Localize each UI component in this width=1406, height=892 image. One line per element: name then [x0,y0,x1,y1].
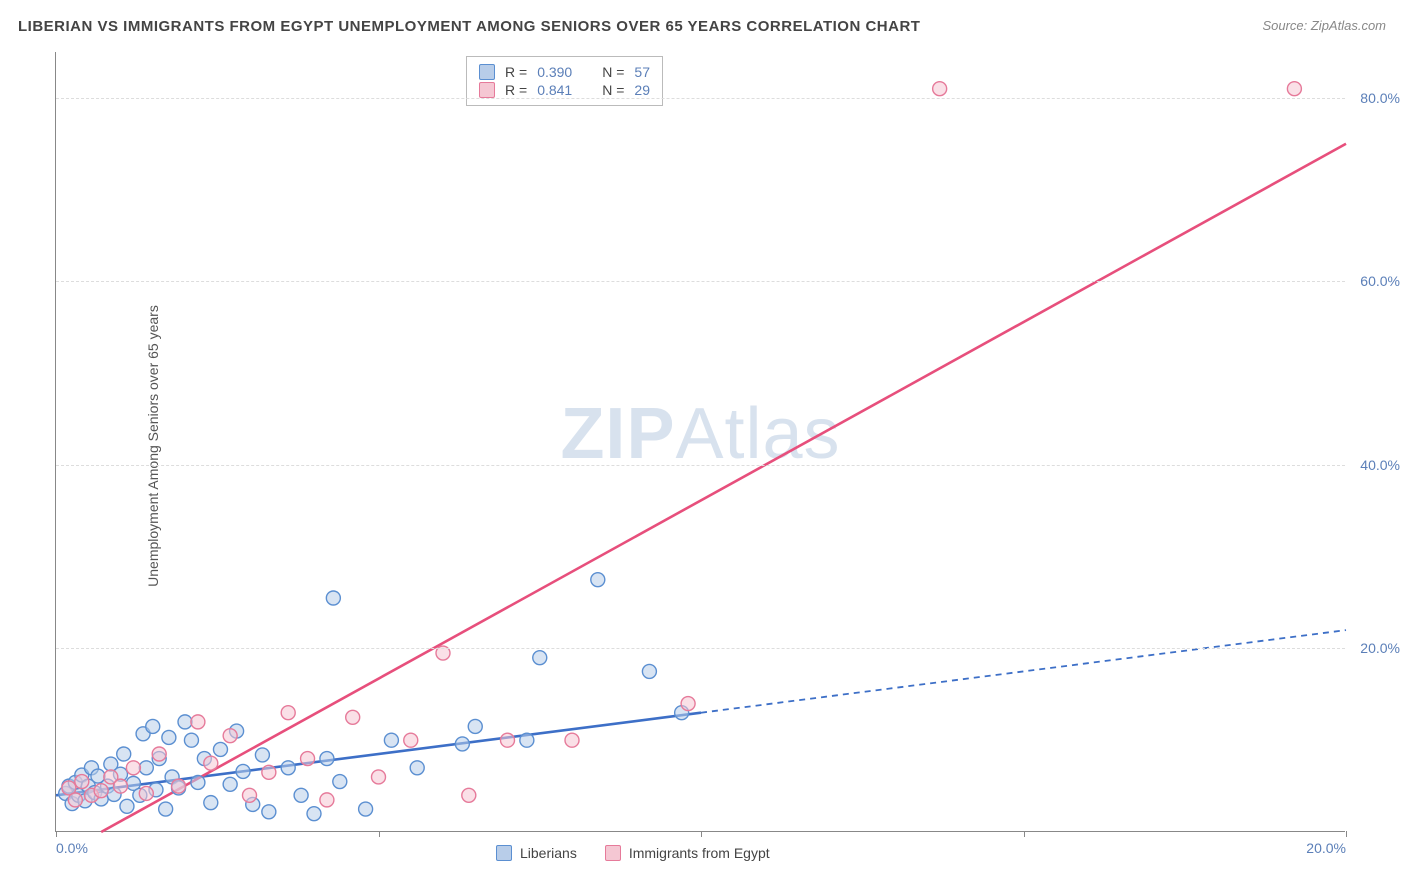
legend-swatch [479,82,495,98]
data-point [933,82,947,96]
y-tick-label: 20.0% [1360,640,1400,656]
trend-line-extrapolated [701,630,1346,713]
data-point [236,764,250,778]
data-point [301,752,315,766]
data-point [320,793,334,807]
legend-label: Immigrants from Egypt [629,845,770,861]
x-tick-mark [701,831,702,837]
data-point [281,761,295,775]
data-point [152,747,166,761]
data-point [223,777,237,791]
data-point [346,710,360,724]
source-attribution: Source: ZipAtlas.com [1262,18,1386,33]
data-point [94,784,108,798]
legend-item: Immigrants from Egypt [605,845,770,861]
n-label: N = [602,64,624,80]
legend-item: Liberians [496,845,577,861]
data-point [159,802,173,816]
data-point [255,748,269,762]
gridline-horizontal [56,648,1345,649]
data-point [533,651,547,665]
y-tick-label: 60.0% [1360,273,1400,289]
data-point [184,733,198,747]
r-value: 0.390 [537,64,572,80]
r-label: R = [505,64,527,80]
data-point [146,719,160,733]
data-point [1287,82,1301,96]
data-point [172,779,186,793]
data-point [139,786,153,800]
r-label: R = [505,82,527,98]
legend-swatch [479,64,495,80]
data-point [281,706,295,720]
data-point [117,747,131,761]
data-point [642,664,656,678]
x-tick-mark [1346,831,1347,837]
x-tick-mark [1024,831,1025,837]
data-point [191,775,205,789]
n-label: N = [602,82,624,98]
n-value: 57 [634,64,650,80]
data-point [191,715,205,729]
legend-label: Liberians [520,845,577,861]
data-point [223,729,237,743]
data-point [326,591,340,605]
data-point [520,733,534,747]
n-value: 29 [634,82,650,98]
data-point [384,733,398,747]
legend-swatch [605,845,621,861]
data-point [681,697,695,711]
data-point [114,779,128,793]
data-point [591,573,605,587]
data-point [243,788,257,802]
data-point [126,761,140,775]
data-point [455,737,469,751]
data-point [75,775,89,789]
legend-row: R = 0.390 N = 57 [479,64,650,80]
data-point [204,796,218,810]
data-point [372,770,386,784]
data-point [120,799,134,813]
gridline-horizontal [56,281,1345,282]
y-tick-label: 80.0% [1360,90,1400,106]
data-point [404,733,418,747]
chart-svg [56,52,1345,831]
data-point [178,715,192,729]
data-point [262,805,276,819]
plot-area: ZIPAtlas R =0.390N =57R =0.841N =29 Libe… [55,52,1345,832]
data-point [468,719,482,733]
trend-line [101,144,1346,832]
x-tick-mark [56,831,57,837]
x-tick-label: 20.0% [1306,840,1346,856]
data-point [410,761,424,775]
data-point [294,788,308,802]
data-point [359,802,373,816]
legend-series: Liberians Immigrants from Egypt [496,845,770,861]
legend-row: R = 0.841 N = 29 [479,82,650,98]
x-tick-mark [379,831,380,837]
data-point [162,730,176,744]
data-point [333,775,347,789]
data-point [204,756,218,770]
gridline-horizontal [56,98,1345,99]
data-point [213,742,227,756]
data-point [262,765,276,779]
data-point [68,793,82,807]
data-point [462,788,476,802]
r-value: 0.841 [537,82,572,98]
data-point [501,733,515,747]
x-tick-label: 0.0% [56,840,88,856]
data-point [565,733,579,747]
data-point [307,807,321,821]
legend-swatch [496,845,512,861]
y-tick-label: 40.0% [1360,457,1400,473]
chart-title: LIBERIAN VS IMMIGRANTS FROM EGYPT UNEMPL… [18,18,920,35]
gridline-horizontal [56,465,1345,466]
data-point [139,761,153,775]
data-point [320,752,334,766]
